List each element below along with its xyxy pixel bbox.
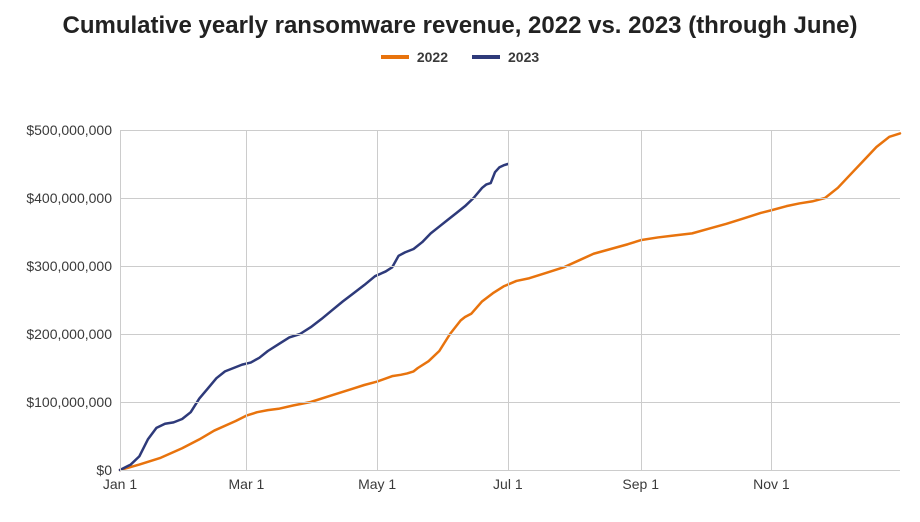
legend: 2022 2023 <box>0 49 920 65</box>
gridline-h <box>120 130 900 131</box>
legend-label-2023: 2023 <box>508 49 539 65</box>
chart-title: Cumulative yearly ransomware revenue, 20… <box>0 0 920 41</box>
gridline-v <box>641 130 642 470</box>
plot: $0$100,000,000$200,000,000$300,000,000$4… <box>120 130 900 470</box>
gridline-v <box>771 130 772 470</box>
gridline-v <box>246 130 247 470</box>
series-line-2023 <box>120 164 508 470</box>
gridline-h <box>120 266 900 267</box>
series-svg <box>120 130 900 470</box>
legend-label-2022: 2022 <box>417 49 448 65</box>
y-axis-label: $300,000,000 <box>26 258 120 274</box>
y-axis-label: $200,000,000 <box>26 326 120 342</box>
x-axis-label: Nov 1 <box>753 470 790 492</box>
gridline-v <box>120 130 121 470</box>
legend-swatch-2022 <box>381 55 409 59</box>
plot-area: $0$100,000,000$200,000,000$300,000,000$4… <box>120 130 900 470</box>
x-axis-label: Sep 1 <box>622 470 659 492</box>
x-axis-label: May 1 <box>358 470 396 492</box>
x-axis-label: Mar 1 <box>229 470 265 492</box>
legend-swatch-2023 <box>472 55 500 59</box>
gridline-v <box>508 130 509 470</box>
legend-item-2023: 2023 <box>472 49 539 65</box>
y-axis-label: $400,000,000 <box>26 190 120 206</box>
gridline-h <box>120 402 900 403</box>
gridline-v <box>377 130 378 470</box>
y-axis-label: $500,000,000 <box>26 122 120 138</box>
gridline-h <box>120 334 900 335</box>
x-axis-label: Jan 1 <box>103 470 137 492</box>
legend-item-2022: 2022 <box>381 49 448 65</box>
y-axis-label: $100,000,000 <box>26 394 120 410</box>
series-line-2022 <box>120 133 900 470</box>
x-axis-label: Jul 1 <box>493 470 523 492</box>
gridline-h <box>120 198 900 199</box>
